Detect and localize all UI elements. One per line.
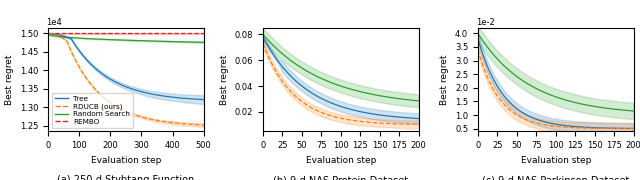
Legend: Tree, RDUCB (ours), Random Search, REMBO: Tree, RDUCB (ours), Random Search, REMBO bbox=[52, 93, 133, 128]
Y-axis label: Best regret: Best regret bbox=[220, 54, 229, 105]
Text: 1e4: 1e4 bbox=[47, 18, 62, 27]
Title: (c) 9-d NAS Parkinson Dataset: (c) 9-d NAS Parkinson Dataset bbox=[482, 175, 629, 180]
X-axis label: Evaluation step: Evaluation step bbox=[306, 156, 376, 165]
Text: 1e-2: 1e-2 bbox=[476, 18, 495, 27]
Title: (a) 250-d Stybtang Function: (a) 250-d Stybtang Function bbox=[57, 175, 195, 180]
Y-axis label: Best regret: Best regret bbox=[5, 54, 14, 105]
X-axis label: Evaluation step: Evaluation step bbox=[520, 156, 591, 165]
Y-axis label: Best regret: Best regret bbox=[440, 54, 449, 105]
Title: (b) 9-d NAS Protein Dataset: (b) 9-d NAS Protein Dataset bbox=[273, 175, 408, 180]
X-axis label: Evaluation step: Evaluation step bbox=[91, 156, 161, 165]
